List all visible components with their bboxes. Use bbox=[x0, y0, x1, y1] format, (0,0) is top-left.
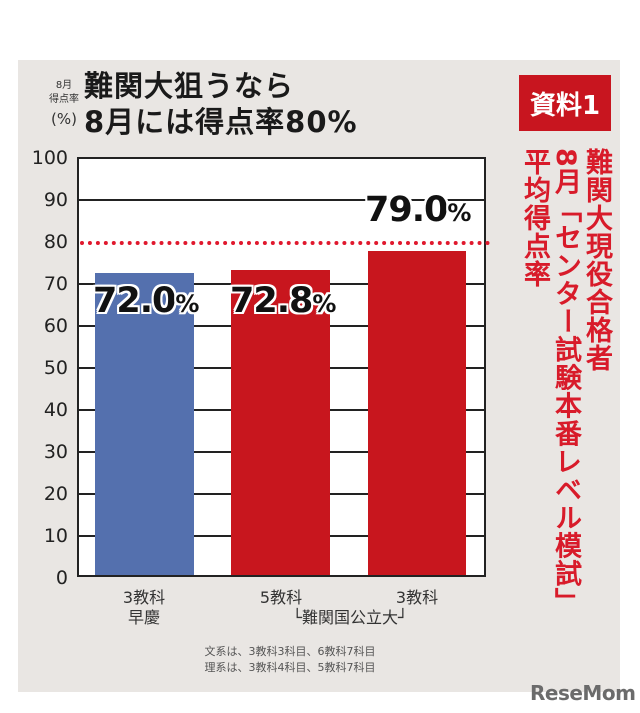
bar-value-label: 72.0% bbox=[93, 281, 199, 321]
x-category-label: 3教科 早慶 bbox=[122, 588, 166, 627]
y-tick: 70 bbox=[43, 273, 68, 295]
chart-title: 難関大狙うなら 8月には得点率80% bbox=[84, 68, 358, 140]
y-tick: 50 bbox=[43, 357, 68, 379]
bar-value-label: 72.8% bbox=[230, 281, 336, 321]
footnote-sciences: 理系は、3教科4科目、5教科7科目 bbox=[204, 661, 376, 674]
target-line-80 bbox=[80, 241, 490, 245]
chart-title-line1: 難関大狙うなら bbox=[84, 69, 295, 103]
y-axis-label-unit: (%) bbox=[51, 110, 77, 128]
y-tick: 90 bbox=[43, 189, 68, 211]
footnote-humanities: 文系は、3教科3科目、6教科7科目 bbox=[204, 645, 376, 658]
bar-national-5subjects bbox=[231, 270, 330, 575]
figure-badge: 資料1 bbox=[519, 75, 611, 131]
side-caption-col1: 難関大現役合格者 bbox=[581, 148, 612, 372]
bar-waseda-keio bbox=[95, 273, 194, 575]
y-tick: 40 bbox=[43, 399, 68, 421]
y-tick: 100 bbox=[31, 147, 68, 169]
plot-area bbox=[77, 157, 486, 577]
gridline-90 bbox=[79, 199, 484, 201]
y-axis-label-rate: 得点率 bbox=[49, 94, 79, 105]
side-caption-col2: 8月「センター試験本番レベル模試」 bbox=[550, 148, 581, 616]
x-category-label: 5教科 bbox=[259, 588, 303, 607]
resemom-logo: ReseMom bbox=[530, 681, 636, 705]
group-label-national-univ: └難関国公立大┘ bbox=[292, 608, 408, 627]
y-tick: 20 bbox=[43, 483, 68, 505]
y-axis-label-month: 8月 bbox=[55, 80, 73, 91]
bar-national-3subjects bbox=[368, 251, 466, 575]
y-tick: 10 bbox=[43, 525, 68, 547]
x-category-label: 3教科 bbox=[395, 588, 439, 607]
y-tick: 80 bbox=[43, 231, 68, 253]
y-tick: 30 bbox=[43, 441, 68, 463]
chart-title-line2: 8月には得点率80% bbox=[84, 105, 358, 139]
y-tick: 60 bbox=[43, 315, 68, 337]
side-caption-col3: 平均得点率 bbox=[519, 148, 550, 288]
y-tick: 0 bbox=[55, 567, 68, 589]
bar-value-label: 79.0% bbox=[365, 190, 471, 230]
